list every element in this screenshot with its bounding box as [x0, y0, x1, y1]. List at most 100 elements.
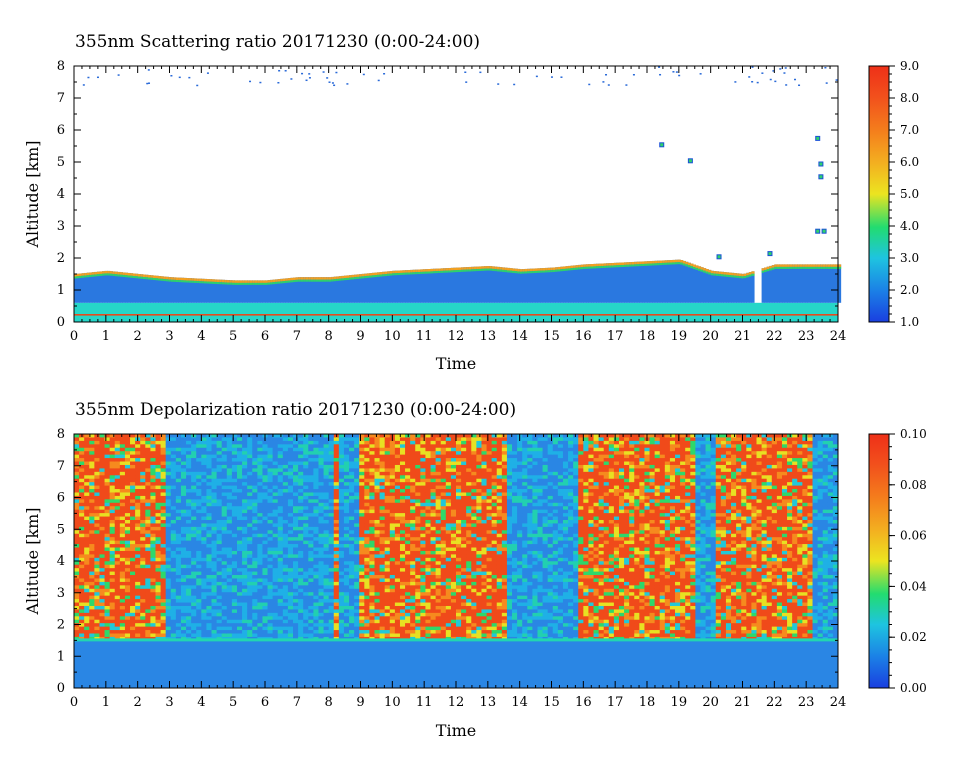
depol-cell	[180, 544, 187, 548]
cloud-top-edge	[585, 264, 590, 267]
depol-cell	[211, 523, 218, 528]
depol-cell	[221, 502, 228, 507]
cloud-top-edge	[748, 274, 753, 277]
depol-cell	[140, 434, 146, 438]
depol-cell	[293, 434, 299, 438]
depol-cell	[328, 513, 335, 517]
depol-cell	[109, 506, 116, 511]
boundary-layer-column	[608, 263, 612, 303]
depol-cell	[231, 602, 238, 607]
depol-cell	[328, 609, 335, 614]
depol-cell	[155, 519, 161, 524]
depol-cell	[277, 550, 284, 555]
x-tick-label: 22	[766, 329, 783, 344]
depol-cell	[242, 458, 248, 462]
depol-cell	[196, 492, 202, 497]
cloud-top-edge	[489, 266, 493, 269]
depol-cell	[84, 451, 90, 456]
depol-cell	[196, 509, 202, 514]
depol-cell	[379, 550, 386, 555]
depol-cell	[323, 516, 330, 521]
depol-cell	[252, 478, 258, 483]
depol-cell	[359, 478, 365, 483]
boundary-layer-column	[669, 260, 674, 303]
boundary-layer-column	[127, 272, 131, 303]
depol-cell	[155, 454, 161, 459]
depol-cell	[287, 437, 294, 442]
depol-cell	[94, 561, 100, 566]
depol-cell	[308, 485, 314, 490]
cloud-top-edge	[448, 270, 452, 273]
boundary-layer-column	[728, 272, 732, 303]
depol-cell	[94, 626, 100, 631]
depol-cell	[160, 623, 167, 628]
depol-cell	[211, 537, 218, 542]
depol-cell	[99, 537, 105, 542]
depol-cell	[359, 506, 365, 511]
depol-cell	[79, 451, 85, 456]
depol-cell	[165, 530, 172, 535]
boundary-layer-column	[624, 262, 628, 303]
cloud-top-edge	[494, 266, 498, 270]
depol-cell	[124, 461, 131, 466]
cloud-top-edge	[147, 277, 151, 280]
depol-cell	[359, 526, 365, 531]
depol-cell	[236, 516, 243, 521]
depol-cell	[338, 434, 345, 438]
depol-cell	[160, 523, 167, 528]
cloud-top-edge	[662, 262, 666, 265]
depol-cell	[124, 540, 131, 545]
depol-cell	[374, 619, 380, 624]
depol-cell	[359, 523, 365, 528]
boundary-layer-column	[710, 270, 714, 303]
cloud-top-edge	[160, 276, 164, 279]
depol-cell	[333, 547, 340, 552]
depol-cell	[99, 434, 105, 438]
depol-cell	[221, 561, 228, 566]
depol-cell	[231, 616, 238, 621]
depol-cell	[124, 544, 131, 548]
depol-cell	[186, 468, 192, 473]
depol-cell	[349, 523, 355, 528]
depol-cell	[94, 533, 100, 538]
depol-cell	[354, 485, 360, 490]
depol-cell	[349, 602, 355, 607]
cloud-top-edge	[74, 274, 78, 277]
depol-cell	[135, 571, 141, 576]
aerosol-speck	[769, 78, 772, 81]
boundary-layer-column	[430, 268, 434, 303]
depol-cell	[79, 502, 85, 507]
depol-cell	[114, 561, 121, 566]
depol-cell	[343, 547, 350, 552]
boundary-layer-column	[695, 265, 699, 303]
depol-cell	[89, 437, 95, 442]
depol-cell	[349, 444, 355, 449]
depol-cell	[155, 464, 161, 469]
depol-cell	[130, 544, 136, 548]
cloud-top-edge	[124, 275, 129, 278]
depol-cell	[206, 464, 212, 469]
depol-cell	[196, 461, 202, 466]
depol-cell	[180, 633, 187, 638]
depol-cell	[84, 519, 90, 524]
depol-cell	[160, 540, 167, 545]
depol-cell	[135, 633, 141, 638]
depol-cell	[89, 523, 95, 528]
depol-cell	[140, 554, 146, 559]
cloud-patch	[821, 228, 827, 234]
depol-cell	[211, 547, 218, 552]
depol-cell	[359, 540, 365, 545]
depol-cell	[119, 571, 126, 576]
depol-cell	[318, 526, 324, 531]
boundary-layer-column	[226, 280, 230, 303]
depol-cell	[247, 537, 253, 542]
depol-cell	[313, 526, 319, 531]
depol-cell	[308, 471, 314, 476]
cloud-top-edge	[310, 277, 314, 280]
depol-cell	[287, 581, 294, 586]
cloud-top-edge	[596, 266, 600, 269]
depol-cell	[155, 475, 161, 480]
depol-cell	[160, 599, 167, 603]
depol-cell	[155, 557, 161, 562]
depol-cell	[89, 605, 95, 610]
